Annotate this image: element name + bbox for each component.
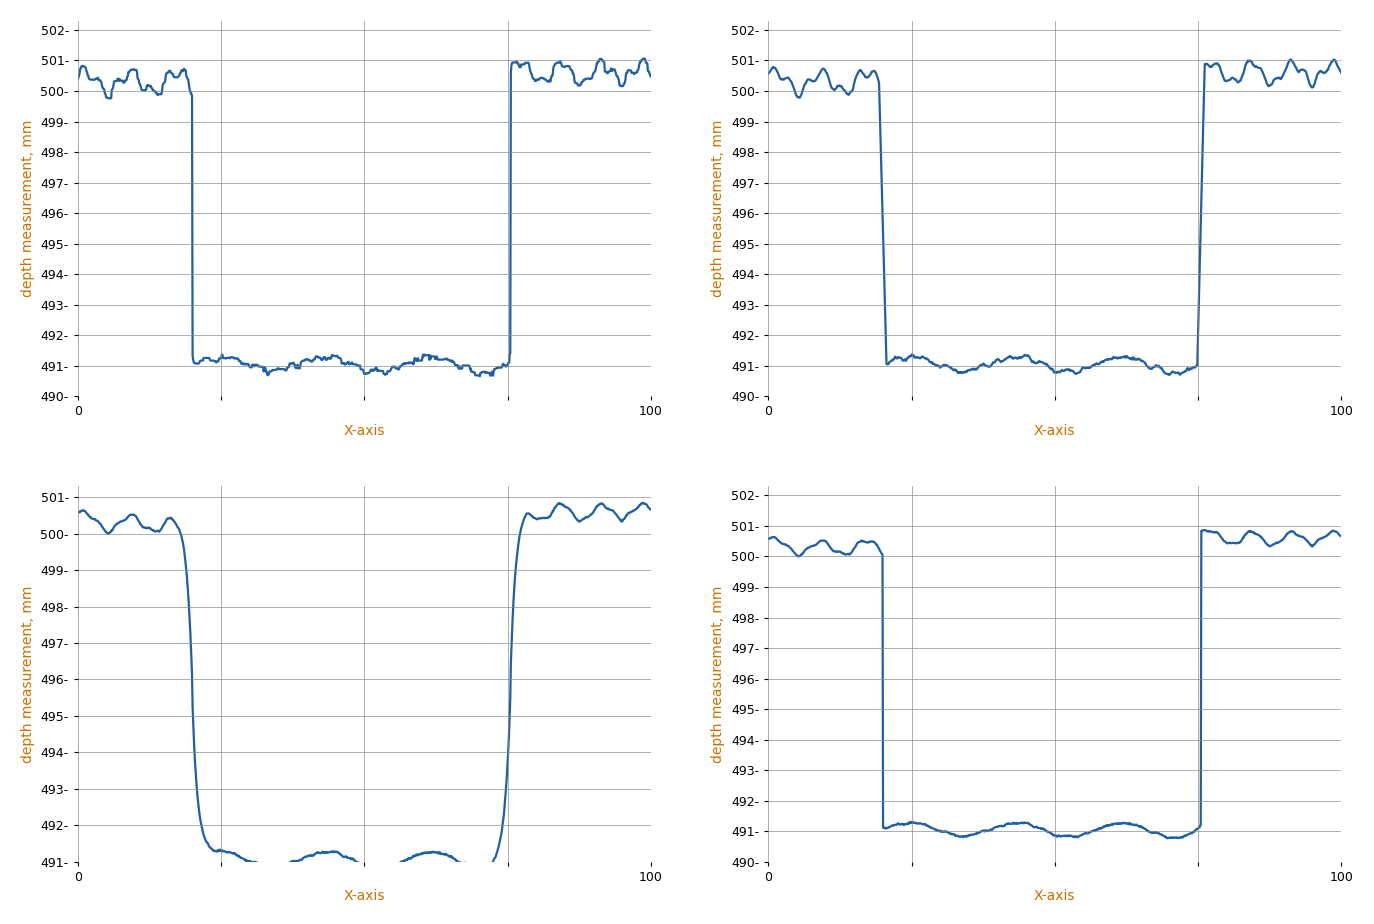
X-axis label: X-axis: X-axis xyxy=(1035,424,1076,438)
Y-axis label: depth measurement, mm: depth measurement, mm xyxy=(712,120,725,298)
Y-axis label: depth measurement, mm: depth measurement, mm xyxy=(712,585,725,762)
X-axis label: X-axis: X-axis xyxy=(1035,889,1076,903)
Y-axis label: depth measurement, mm: depth measurement, mm xyxy=(21,585,34,762)
Y-axis label: depth measurement, mm: depth measurement, mm xyxy=(21,120,34,298)
X-axis label: X-axis: X-axis xyxy=(344,889,385,903)
X-axis label: X-axis: X-axis xyxy=(344,424,385,438)
